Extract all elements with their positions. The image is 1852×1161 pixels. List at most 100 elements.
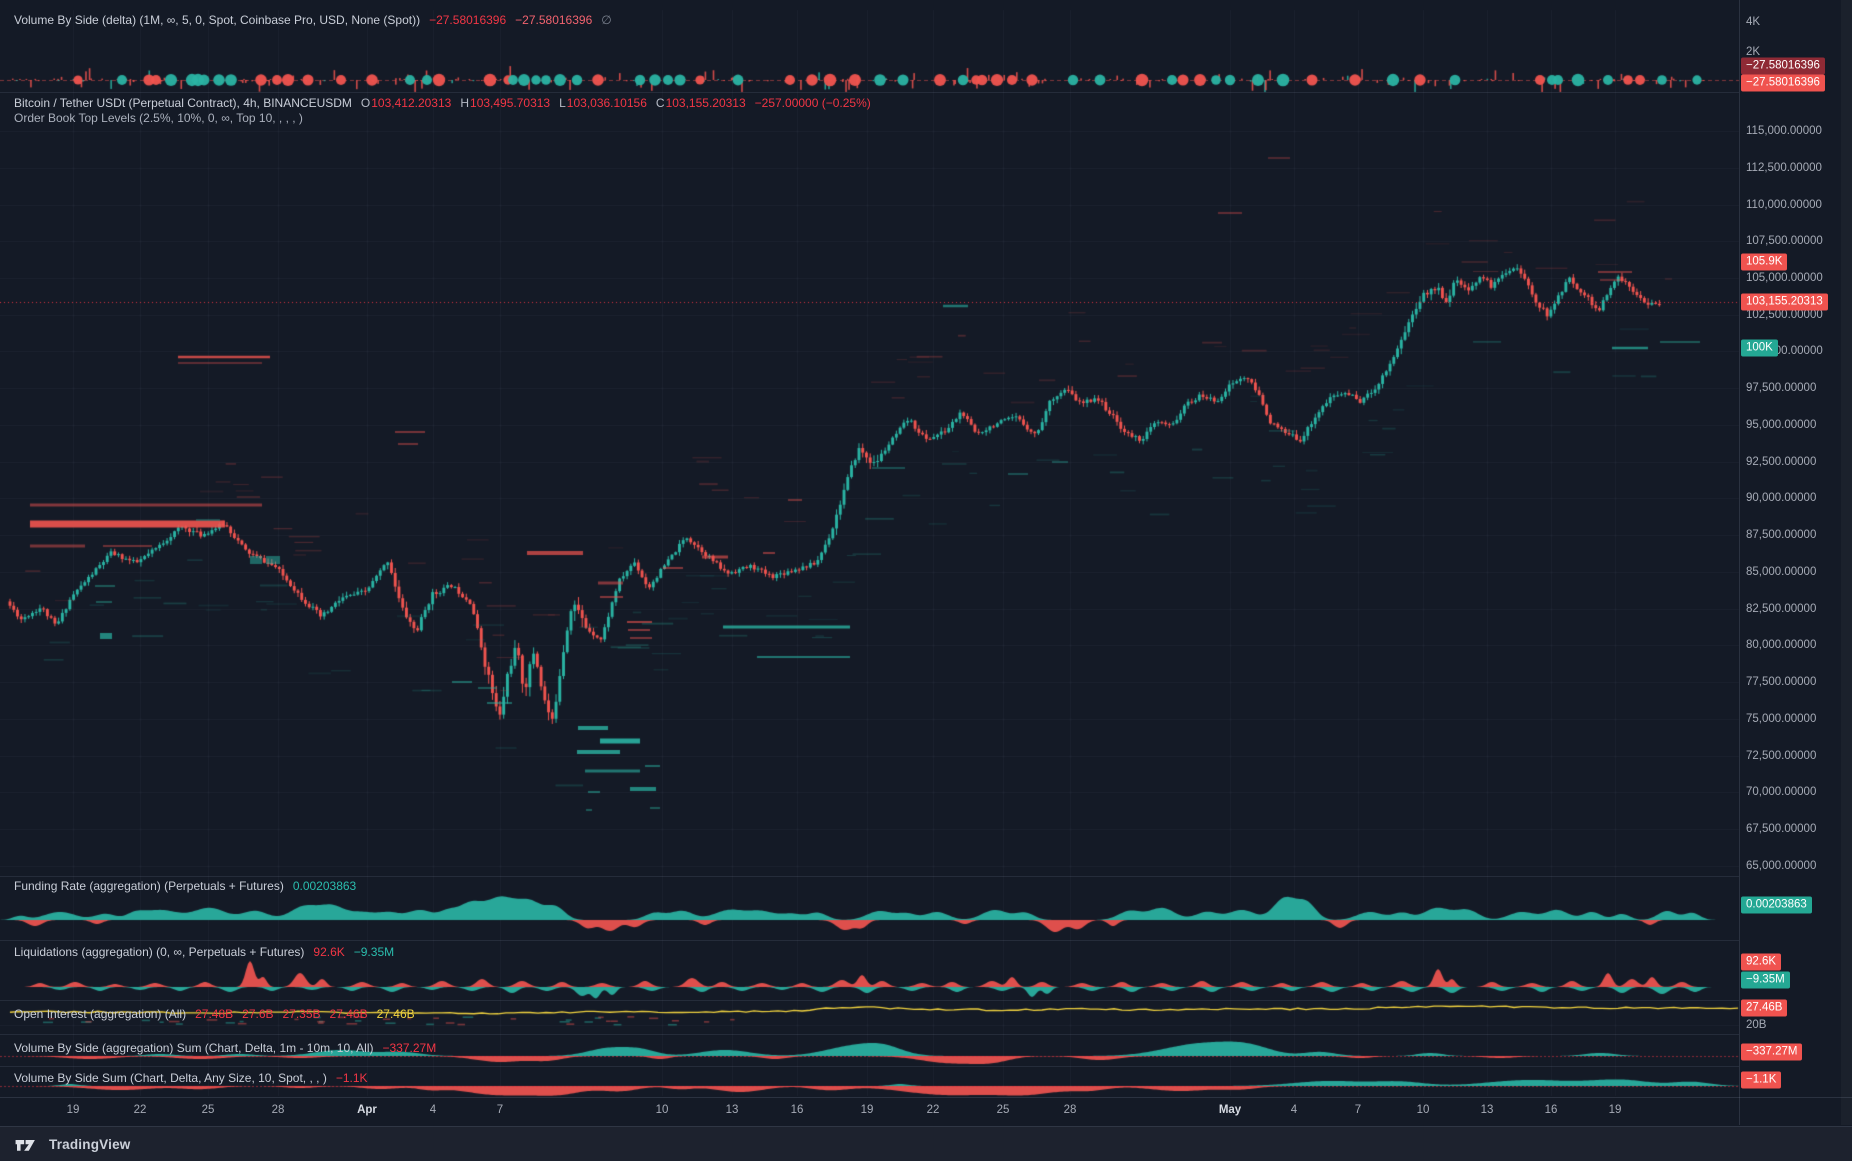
time-tick-label: 25 xyxy=(201,1104,215,1116)
symbol-title: Bitcoin / Tether USDt (Perpetual Contrac… xyxy=(14,96,352,110)
price-tick-label: 70,000.00000 xyxy=(1746,786,1817,798)
time-tick-label: Apr xyxy=(357,1104,377,1116)
pane-separator[interactable] xyxy=(0,1000,1739,1001)
time-tick-label: 13 xyxy=(725,1104,739,1116)
price-tick-label: 105,000.00000 xyxy=(1746,272,1823,284)
price-tick-label: 92,500.00000 xyxy=(1746,456,1817,468)
time-tick-label: 16 xyxy=(790,1104,804,1116)
legend-funding-rate[interactable]: Funding Rate (aggregation) (Perpetuals +… xyxy=(14,879,356,894)
ohlc-high: H 103,495.70313 xyxy=(460,96,551,110)
time-tick-label: 4 xyxy=(429,1104,437,1116)
price-tick-label: 107,500.00000 xyxy=(1746,235,1823,247)
time-tick-label: 25 xyxy=(996,1104,1010,1116)
price-badge: 27.46B xyxy=(1741,999,1788,1017)
time-tick-label: May xyxy=(1218,1104,1242,1116)
legend-open-interest[interactable]: Open Interest (aggregation) (All) 27.48B… xyxy=(14,1007,415,1022)
time-tick-label: 16 xyxy=(1544,1104,1558,1116)
time-tick-label: 19 xyxy=(1608,1104,1622,1116)
legend-vbs-sum[interactable]: Volume By Side Sum (Chart, Delta, Any Si… xyxy=(14,1071,368,1086)
price-badge: 92.6K xyxy=(1741,953,1782,971)
indicator-value: −27.58016396 xyxy=(515,13,593,27)
indicator-title: Volume By Side (aggregation) Sum (Chart,… xyxy=(14,1041,374,1055)
indicator-title: Volume By Side Sum (Chart, Delta, Any Si… xyxy=(14,1071,327,1085)
price-tick-label: 90,000.00000 xyxy=(1746,492,1817,504)
legend-liquidations[interactable]: Liquidations (aggregation) (0, ∞, Perpet… xyxy=(14,945,394,960)
indicator-value: 27.6B xyxy=(242,1007,274,1021)
price-tick-label: 4K xyxy=(1746,16,1761,28)
price-tick-label: 85,000.00000 xyxy=(1746,566,1817,578)
indicator-title: Funding Rate (aggregation) (Perpetuals +… xyxy=(14,879,284,893)
price-tick-label: 110,000.00000 xyxy=(1746,199,1822,211)
legend-symbol[interactable]: Bitcoin / Tether USDt (Perpetual Contrac… xyxy=(14,96,871,111)
price-badge: −337.27M xyxy=(1741,1043,1803,1061)
time-tick-label: 7 xyxy=(496,1104,504,1116)
price-tick-label: 65,000.00000 xyxy=(1746,860,1817,872)
ohlc-close: C 103,155.20313 xyxy=(655,96,746,110)
pane-separator[interactable] xyxy=(0,1034,1739,1035)
ohlc-low: L 103,036.10156 xyxy=(559,96,647,110)
indicator-value: −9.35M xyxy=(353,945,395,959)
price-tick-label: 80,000.00000 xyxy=(1746,639,1817,651)
time-tick-label: 19 xyxy=(860,1104,874,1116)
tradingview-logo-icon[interactable] xyxy=(14,1135,40,1155)
price-scale-border xyxy=(1739,0,1740,1125)
indicator-title: Open Interest (aggregation) (All) xyxy=(14,1007,187,1021)
time-tick-label: 22 xyxy=(133,1104,147,1116)
price-tick-label: 87,500.00000 xyxy=(1746,529,1817,541)
price-tick-label: 67,500.00000 xyxy=(1746,823,1817,835)
time-tick-label: 13 xyxy=(1480,1104,1494,1116)
indicator-value: −27.58016396 xyxy=(429,13,507,27)
price-badge: 100K xyxy=(1741,339,1778,357)
price-badge: 0.00203863 xyxy=(1741,896,1812,914)
price-tick-label: 115,000.00000 xyxy=(1746,125,1822,137)
indicator-value: 27.46B xyxy=(376,1007,415,1021)
empty-set-icon: ∅ xyxy=(601,13,612,27)
window-edge xyxy=(1841,0,1852,1125)
time-axis-border xyxy=(0,1097,1852,1098)
time-tick-label: 19 xyxy=(66,1104,80,1116)
pane-separator[interactable] xyxy=(0,876,1739,877)
time-tick-label: 10 xyxy=(1416,1104,1430,1116)
legend-volume-by-side-delta[interactable]: Volume By Side (delta) (1M, ∞, 5, 0, Spo… xyxy=(14,13,612,28)
price-change: −257.00000 (−0.25%) xyxy=(754,96,871,110)
price-badge: −1.1K xyxy=(1741,1071,1782,1089)
pane-separator[interactable] xyxy=(0,92,1739,93)
time-tick-label: 10 xyxy=(655,1104,669,1116)
time-tick-label: 28 xyxy=(271,1104,285,1116)
legend-order-book[interactable]: Order Book Top Levels (2.5%, 10%, 0, ∞, … xyxy=(14,111,303,126)
price-tick-label: 102,500.00000 xyxy=(1746,309,1823,321)
price-tick-label: 95,000.00000 xyxy=(1746,419,1817,431)
brand-name[interactable]: TradingView xyxy=(49,1137,131,1152)
indicator-value: 0.00203863 xyxy=(292,879,357,893)
indicator-title: Liquidations (aggregation) (0, ∞, Perpet… xyxy=(14,945,305,959)
ohlc-open: O 103,412.20313 xyxy=(360,96,452,110)
price-tick-label: 20B xyxy=(1746,1019,1767,1031)
indicator-value: −1.1K xyxy=(335,1071,368,1085)
indicator-value: 27.46B xyxy=(329,1007,368,1021)
price-tick-label: 112,500.00000 xyxy=(1746,162,1822,174)
price-badge: −27.58016396 xyxy=(1741,74,1825,92)
bottom-toolbar: TradingView xyxy=(0,1126,1852,1161)
time-tick-label: 22 xyxy=(926,1104,940,1116)
price-tick-label: 2K xyxy=(1746,46,1761,58)
pane-separator[interactable] xyxy=(0,1066,1739,1067)
price-badge: 105.9K xyxy=(1741,253,1788,271)
time-tick-label: 28 xyxy=(1063,1104,1077,1116)
price-tick-label: 77,500.00000 xyxy=(1746,676,1817,688)
price-badge: 103,155.20313 xyxy=(1741,293,1828,311)
price-tick-label: 72,500.00000 xyxy=(1746,750,1817,762)
price-badge: −9.35M xyxy=(1741,971,1790,989)
price-tick-label: 75,000.00000 xyxy=(1746,713,1817,725)
price-tick-label: 97,500.00000 xyxy=(1746,382,1817,394)
legend-vbs-aggregation-sum[interactable]: Volume By Side (aggregation) Sum (Chart,… xyxy=(14,1041,436,1056)
time-tick-label: 4 xyxy=(1290,1104,1298,1116)
price-badge: −27.58016396 xyxy=(1741,57,1825,75)
indicator-value: 92.6K xyxy=(313,945,345,959)
indicator-value: 27.35B xyxy=(282,1007,321,1021)
pane-separator[interactable] xyxy=(0,940,1739,941)
indicator-title: Order Book Top Levels (2.5%, 10%, 0, ∞, … xyxy=(14,111,303,125)
indicator-title: Volume By Side (delta) (1M, ∞, 5, 0, Spo… xyxy=(14,13,421,27)
time-tick-label: 7 xyxy=(1354,1104,1362,1116)
